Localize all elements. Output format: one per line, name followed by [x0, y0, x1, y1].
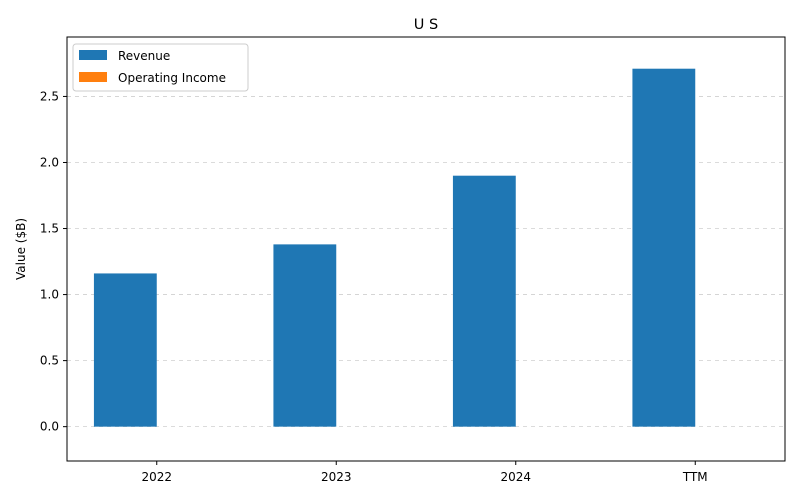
bars-layer: [93, 68, 696, 427]
bar: [93, 273, 157, 427]
legend-swatch: [79, 50, 107, 60]
bar: [273, 244, 337, 427]
x-tick-label: 2024: [500, 470, 531, 484]
legend: Revenue Operating Income: [72, 43, 249, 92]
y-ticks: 0.0 0.5 1.0 1.5 2.0 2.5: [40, 89, 67, 434]
y-axis-label: Value ($B): [14, 218, 28, 280]
y-tick-label: 2.0: [40, 155, 59, 169]
y-tick-label: 0.0: [40, 420, 59, 434]
y-tick-label: 0.5: [40, 354, 59, 368]
plot-frame: [66, 36, 786, 462]
legend-swatch: [79, 72, 107, 82]
chart-title: U S: [414, 17, 438, 33]
legend-label: Operating Income: [118, 71, 226, 85]
x-tick-label: 2023: [321, 470, 352, 484]
legend-box: [72, 43, 249, 92]
legend-label: Revenue: [118, 49, 170, 63]
y-tick-label: 1.0: [40, 288, 59, 302]
x-tick-label: TTM: [682, 470, 708, 484]
bar: [452, 175, 516, 427]
x-tick-label: 2022: [141, 470, 172, 484]
bar: [632, 68, 696, 427]
x-ticks: 2022 2023 2024 TTM: [141, 461, 708, 484]
y-tick-label: 1.5: [40, 222, 59, 236]
legend-entries: Revenue Operating Income: [79, 49, 226, 85]
y-tick-label: 2.5: [40, 89, 59, 103]
